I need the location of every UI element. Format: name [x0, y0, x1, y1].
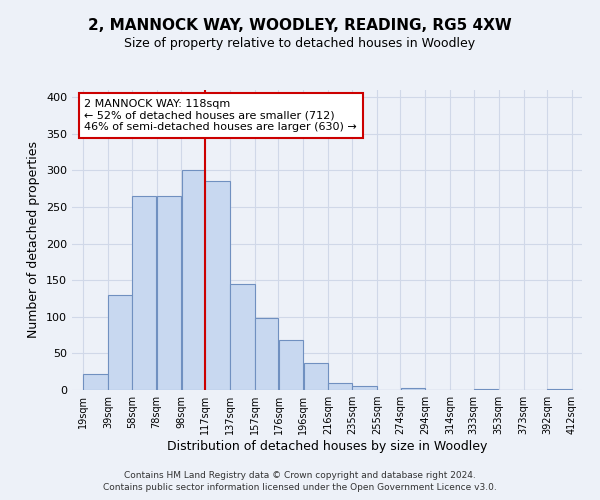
- X-axis label: Distribution of detached houses by size in Woodley: Distribution of detached houses by size …: [167, 440, 487, 453]
- Text: 2, MANNOCK WAY, WOODLEY, READING, RG5 4XW: 2, MANNOCK WAY, WOODLEY, READING, RG5 4X…: [88, 18, 512, 32]
- Text: Contains public sector information licensed under the Open Government Licence v3: Contains public sector information licen…: [103, 484, 497, 492]
- Bar: [230, 284, 254, 390]
- Text: Contains HM Land Registry data © Crown copyright and database right 2024.: Contains HM Land Registry data © Crown c…: [124, 471, 476, 480]
- Bar: [182, 170, 205, 390]
- Bar: [474, 388, 499, 390]
- Text: Size of property relative to detached houses in Woodley: Size of property relative to detached ho…: [124, 38, 476, 51]
- Bar: [547, 388, 572, 390]
- Bar: [157, 196, 181, 390]
- Bar: [401, 388, 425, 390]
- Bar: [108, 295, 131, 390]
- Bar: [328, 384, 352, 390]
- Bar: [255, 318, 278, 390]
- Bar: [132, 196, 157, 390]
- Bar: [205, 182, 230, 390]
- Bar: [278, 340, 303, 390]
- Bar: [352, 386, 377, 390]
- Bar: [83, 374, 108, 390]
- Text: 2 MANNOCK WAY: 118sqm
← 52% of detached houses are smaller (712)
46% of semi-det: 2 MANNOCK WAY: 118sqm ← 52% of detached …: [85, 99, 357, 132]
- Y-axis label: Number of detached properties: Number of detached properties: [28, 142, 40, 338]
- Bar: [304, 363, 328, 390]
